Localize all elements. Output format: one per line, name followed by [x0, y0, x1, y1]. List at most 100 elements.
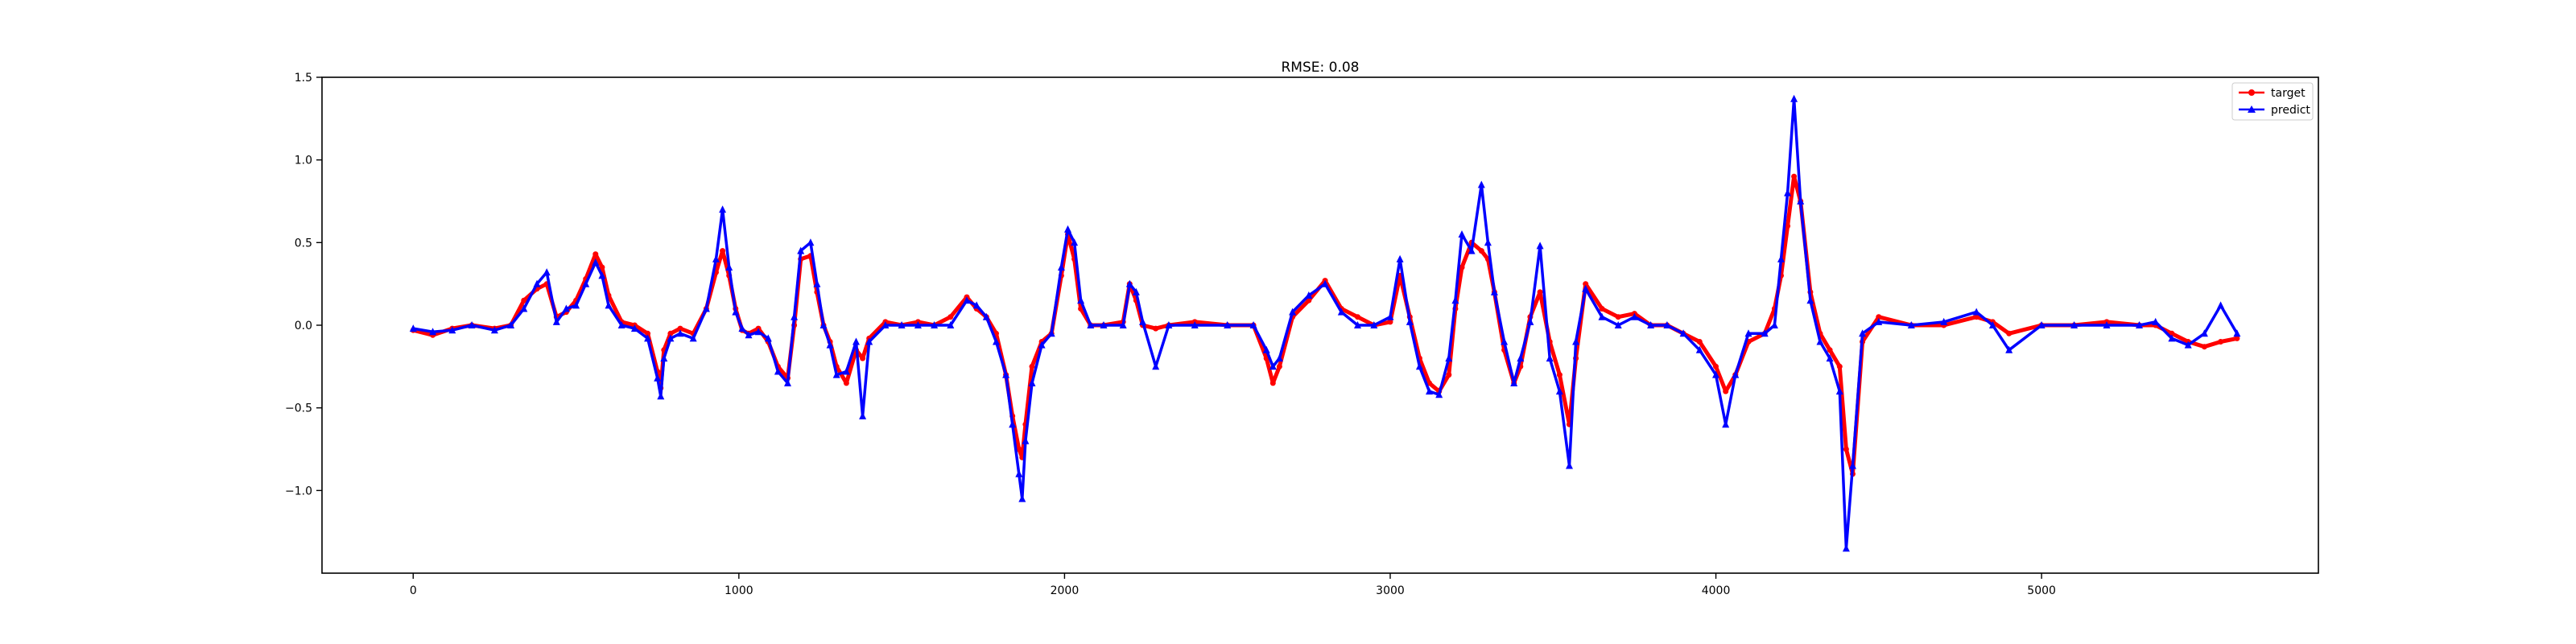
y-axis: 1.5 1.0 0.5 0.0 −0.5 −1.0: [285, 72, 322, 497]
predict-point: [490, 326, 498, 334]
predict-point: [826, 341, 834, 349]
x-tick-label: 4000: [1702, 584, 1731, 597]
predict-point: [1269, 362, 1277, 370]
predict-point: [993, 337, 1000, 345]
y-tick-label: 1.0: [295, 155, 312, 167]
predict-point: [592, 258, 600, 266]
predict-point: [1415, 362, 1423, 370]
target-point: [1827, 347, 1833, 353]
predict-point: [2233, 329, 2241, 337]
predict-point: [1490, 287, 1498, 295]
predict-point: [947, 321, 955, 328]
target-point: [2234, 335, 2240, 341]
predict-point: [630, 324, 638, 332]
predict-point: [1370, 321, 1378, 328]
predict-point: [2152, 317, 2160, 325]
predict-point: [1071, 238, 1079, 246]
x-tick-label: 2000: [1051, 584, 1080, 597]
predict-point: [1784, 188, 1792, 196]
predict-point: [598, 271, 606, 279]
y-tick-label: −0.5: [285, 402, 312, 415]
target-point: [599, 264, 605, 270]
predict-point: [2136, 321, 2143, 328]
chart-title: RMSE: 0.08: [1282, 60, 1360, 76]
predict-point: [1018, 494, 1026, 502]
predict-point: [881, 321, 890, 328]
series-predict: [409, 94, 2241, 552]
predict-point: [1165, 321, 1173, 328]
target-point: [720, 248, 726, 254]
predict-point: [1354, 321, 1361, 328]
predict-point: [813, 279, 821, 287]
predict-point: [774, 367, 782, 375]
predict-point: [764, 334, 772, 342]
target-point: [592, 251, 599, 258]
predict-point: [1536, 242, 1544, 250]
predict-point: [1275, 354, 1283, 362]
target-point: [1153, 325, 1159, 332]
predict-point: [1770, 321, 1778, 328]
predict-point: [1458, 230, 1466, 238]
predict-point: [725, 263, 733, 271]
target-point: [1016, 446, 1022, 452]
predict-point: [738, 324, 746, 332]
predict-point: [582, 279, 590, 287]
x-tick-label: 1000: [724, 584, 753, 597]
predict-point: [1305, 291, 1313, 299]
predict-line: [413, 97, 2239, 550]
predict-point: [1064, 225, 1071, 233]
predict-point: [2037, 321, 2046, 328]
target-point: [2201, 344, 2207, 350]
target-point: [645, 330, 651, 336]
predict-point: [1009, 420, 1017, 428]
predict-point: [865, 337, 873, 345]
target-point: [860, 355, 866, 361]
target-point: [1599, 306, 1605, 312]
predict-point: [1028, 378, 1036, 386]
target-point: [2006, 330, 2013, 336]
predict-point: [409, 324, 417, 332]
y-tick-label: 1.5: [295, 72, 312, 85]
predict-point: [1139, 317, 1146, 325]
target-point: [1723, 388, 1729, 394]
predict-point: [791, 312, 799, 320]
y-tick-label: 0.5: [295, 237, 312, 250]
predict-point: [972, 301, 980, 309]
target-point: [667, 330, 674, 336]
predict-point: [1047, 329, 1055, 337]
predict-point: [1132, 287, 1140, 295]
predict-point: [1022, 436, 1030, 444]
legend-target-label: target: [2271, 87, 2306, 100]
predict-point: [1859, 329, 1867, 337]
predict-point: [1695, 345, 1703, 353]
predict-point: [719, 205, 727, 213]
predict-point: [754, 328, 762, 336]
predict-point: [1598, 312, 1606, 320]
predict-point: [1630, 312, 1638, 320]
predict-point: [1797, 197, 1805, 204]
target-point: [1478, 248, 1484, 254]
predict-point: [1849, 461, 1856, 469]
target-point: [1459, 264, 1465, 270]
predict-point: [1835, 387, 1843, 395]
predict-point: [1546, 354, 1554, 362]
predict-point: [1940, 317, 1948, 325]
predict-point: [852, 337, 860, 345]
target-point: [2169, 330, 2175, 336]
predict-point: [1468, 246, 1476, 254]
predict-point: [2168, 334, 2176, 342]
predict-point: [842, 367, 850, 375]
target-point: [1269, 380, 1276, 386]
predict-point: [859, 411, 867, 419]
target-point: [1836, 363, 1843, 369]
predict-point: [657, 392, 665, 400]
predict-point: [2070, 321, 2079, 328]
predict-point: [507, 321, 515, 328]
predict-point: [1125, 279, 1133, 287]
legend: target predict: [2231, 82, 2314, 121]
predict-point: [1517, 354, 1525, 362]
predict-point: [1988, 321, 1996, 328]
predict-point: [702, 304, 710, 312]
legend-predict-label: predict: [2271, 104, 2310, 117]
predict-point: [617, 321, 625, 328]
